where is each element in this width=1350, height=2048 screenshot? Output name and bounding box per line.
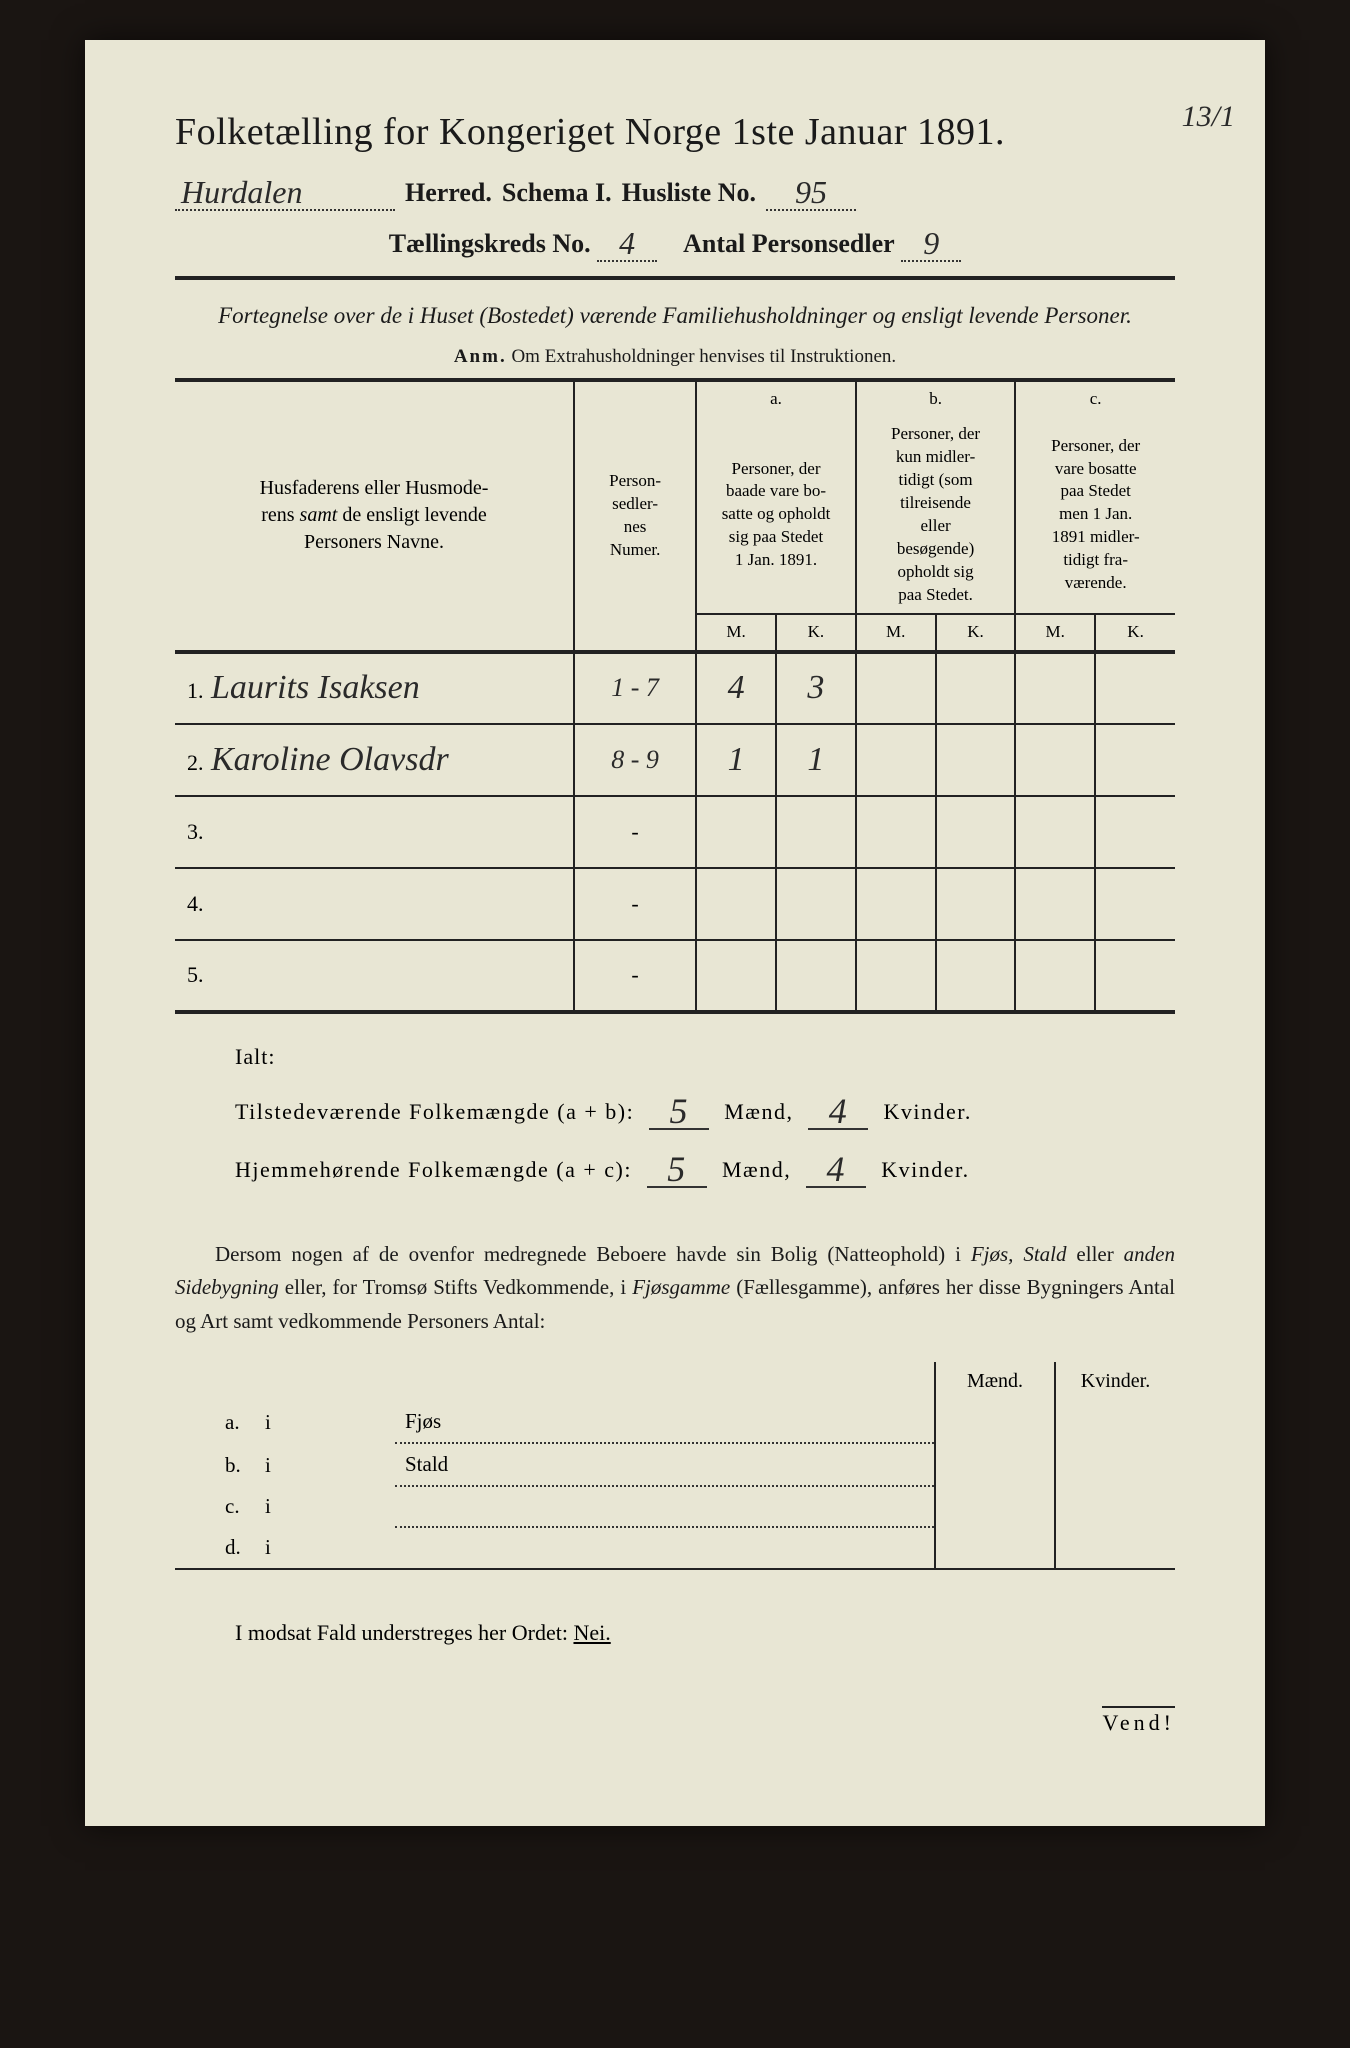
bygn-row: b. i Stald <box>175 1443 1175 1486</box>
husliste-label: Husliste No. <box>622 178 756 208</box>
total-present: Tilstedeværende Folkemængde (a + b): 5 M… <box>235 1086 1175 1130</box>
col-c-k: K. <box>1095 614 1175 652</box>
header-line-2: Hurdalen Herred. Schema I. Husliste No. … <box>175 172 1175 211</box>
anm-note: Anm. Om Extrahusholdninger henvises til … <box>175 346 1175 368</box>
bygn-row: c. i <box>175 1486 1175 1527</box>
kreds-label: Tællingskreds No. <box>389 229 591 258</box>
bygn-row: d. i <box>175 1527 1175 1569</box>
footer-instruction: I modsat Fald understreges her Ordet: Ne… <box>175 1620 1175 1646</box>
bygn-kvinder-header: Kvinder. <box>1055 1362 1175 1401</box>
col-c-header: Personer, dervare bosattepaa Stedetmen 1… <box>1015 417 1175 614</box>
herred-field: Hurdalen <box>175 172 395 211</box>
col-a-m: M. <box>696 614 776 652</box>
col-a-label: a. <box>696 380 856 417</box>
margin-annotation: 13/1 <box>1182 100 1235 134</box>
table-row: 5. - <box>175 940 1175 1012</box>
col-b-label: b. <box>856 380 1016 417</box>
col-c-m: M. <box>1015 614 1095 652</box>
nei-word: Nei. <box>573 1620 610 1645</box>
totals-block: Ialt: Tilstedeværende Folkemængde (a + b… <box>235 1044 1175 1188</box>
header-line-3: Tællingskreds No. 4 Antal Personsedler 9 <box>175 223 1175 262</box>
ialt-label: Ialt: <box>235 1044 1175 1070</box>
col-c-label: c. <box>1015 380 1175 417</box>
husliste-field: 95 <box>766 172 856 211</box>
col-b-m: M. <box>856 614 936 652</box>
kreds-field: 4 <box>597 223 657 262</box>
outbuilding-table: Mænd. Kvinder. a. i Fjøs b. i Stald c. i… <box>175 1362 1175 1570</box>
table-row: 1.Laurits Isaksen 1 - 7 4 3 <box>175 652 1175 724</box>
herred-label: Herred. <box>405 178 492 208</box>
col-a-header: Personer, derbaade vare bo-satte og opho… <box>696 417 856 614</box>
bygn-row: a. i Fjøs <box>175 1401 1175 1443</box>
turn-over-label: Vend! <box>1102 1706 1175 1736</box>
form-title: Folketælling for Kongeriget Norge 1ste J… <box>175 110 1175 154</box>
col-b-header: Personer, derkun midler-tidigt (somtilre… <box>856 417 1016 614</box>
col-b-k: K. <box>936 614 1016 652</box>
form-subtitle: Fortegnelse over de i Huset (Bostedet) v… <box>175 300 1175 332</box>
outbuilding-paragraph: Dersom nogen af de ovenfor medregnede Be… <box>175 1238 1175 1339</box>
schema-label: Schema I. <box>502 178 612 208</box>
antal-field: 9 <box>901 223 961 262</box>
bygn-maend-header: Mænd. <box>935 1362 1055 1401</box>
table-row: 2.Karoline Olavsdr 8 - 9 1 1 <box>175 724 1175 796</box>
antal-label: Antal Personsedler <box>683 229 895 258</box>
col-names-header: Husfaderens eller Husmode-rens samt de e… <box>175 380 574 651</box>
census-form-page: 13/1 Folketælling for Kongeriget Norge 1… <box>85 40 1265 1826</box>
total-resident: Hjemmehørende Folkemængde (a + c): 5 Mæn… <box>235 1144 1175 1188</box>
divider <box>175 276 1175 280</box>
table-row: 4. - <box>175 868 1175 940</box>
table-row: 3. - <box>175 796 1175 868</box>
household-table: Husfaderens eller Husmode-rens samt de e… <box>175 378 1175 1013</box>
col-numer-header: Person-sedler-nesNumer. <box>574 380 696 651</box>
col-a-k: K. <box>776 614 856 652</box>
